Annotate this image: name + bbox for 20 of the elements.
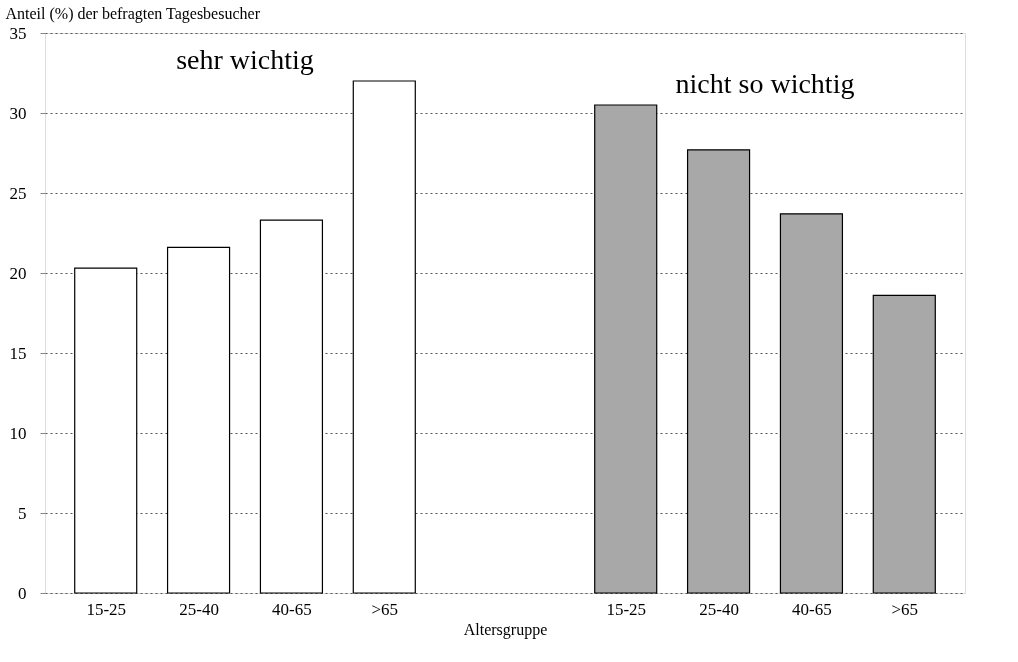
x-tick-label: >65: [371, 599, 399, 619]
x-tick-label: 40-65: [792, 599, 832, 619]
x-axis-title: Altersgruppe: [463, 620, 548, 639]
x-tick-label: 25-40: [699, 599, 739, 619]
y-tick-label: 15: [9, 343, 27, 363]
x-tick-label: 40-65: [272, 599, 312, 619]
x-tick-label: 15-25: [606, 599, 647, 619]
x-tick-label: 15-25: [86, 599, 127, 619]
y-tick-label: 30: [9, 103, 27, 123]
x-tick-label: >65: [891, 599, 919, 619]
series-label: sehr wichtig: [176, 44, 314, 75]
y-tick-label: 25: [9, 183, 27, 203]
series-label: nicht so wichtig: [675, 68, 855, 99]
y-tick-label: 5: [18, 503, 27, 523]
y-tick-label: 0: [18, 583, 27, 603]
y-tick-label: 35: [9, 23, 27, 43]
y-axis-title: Anteil (%) der befragten Tagesbesucher: [5, 4, 261, 23]
y-tick-label: 20: [9, 263, 27, 283]
x-tick-label: 25-40: [179, 599, 219, 619]
y-tick-label: 10: [9, 423, 27, 443]
